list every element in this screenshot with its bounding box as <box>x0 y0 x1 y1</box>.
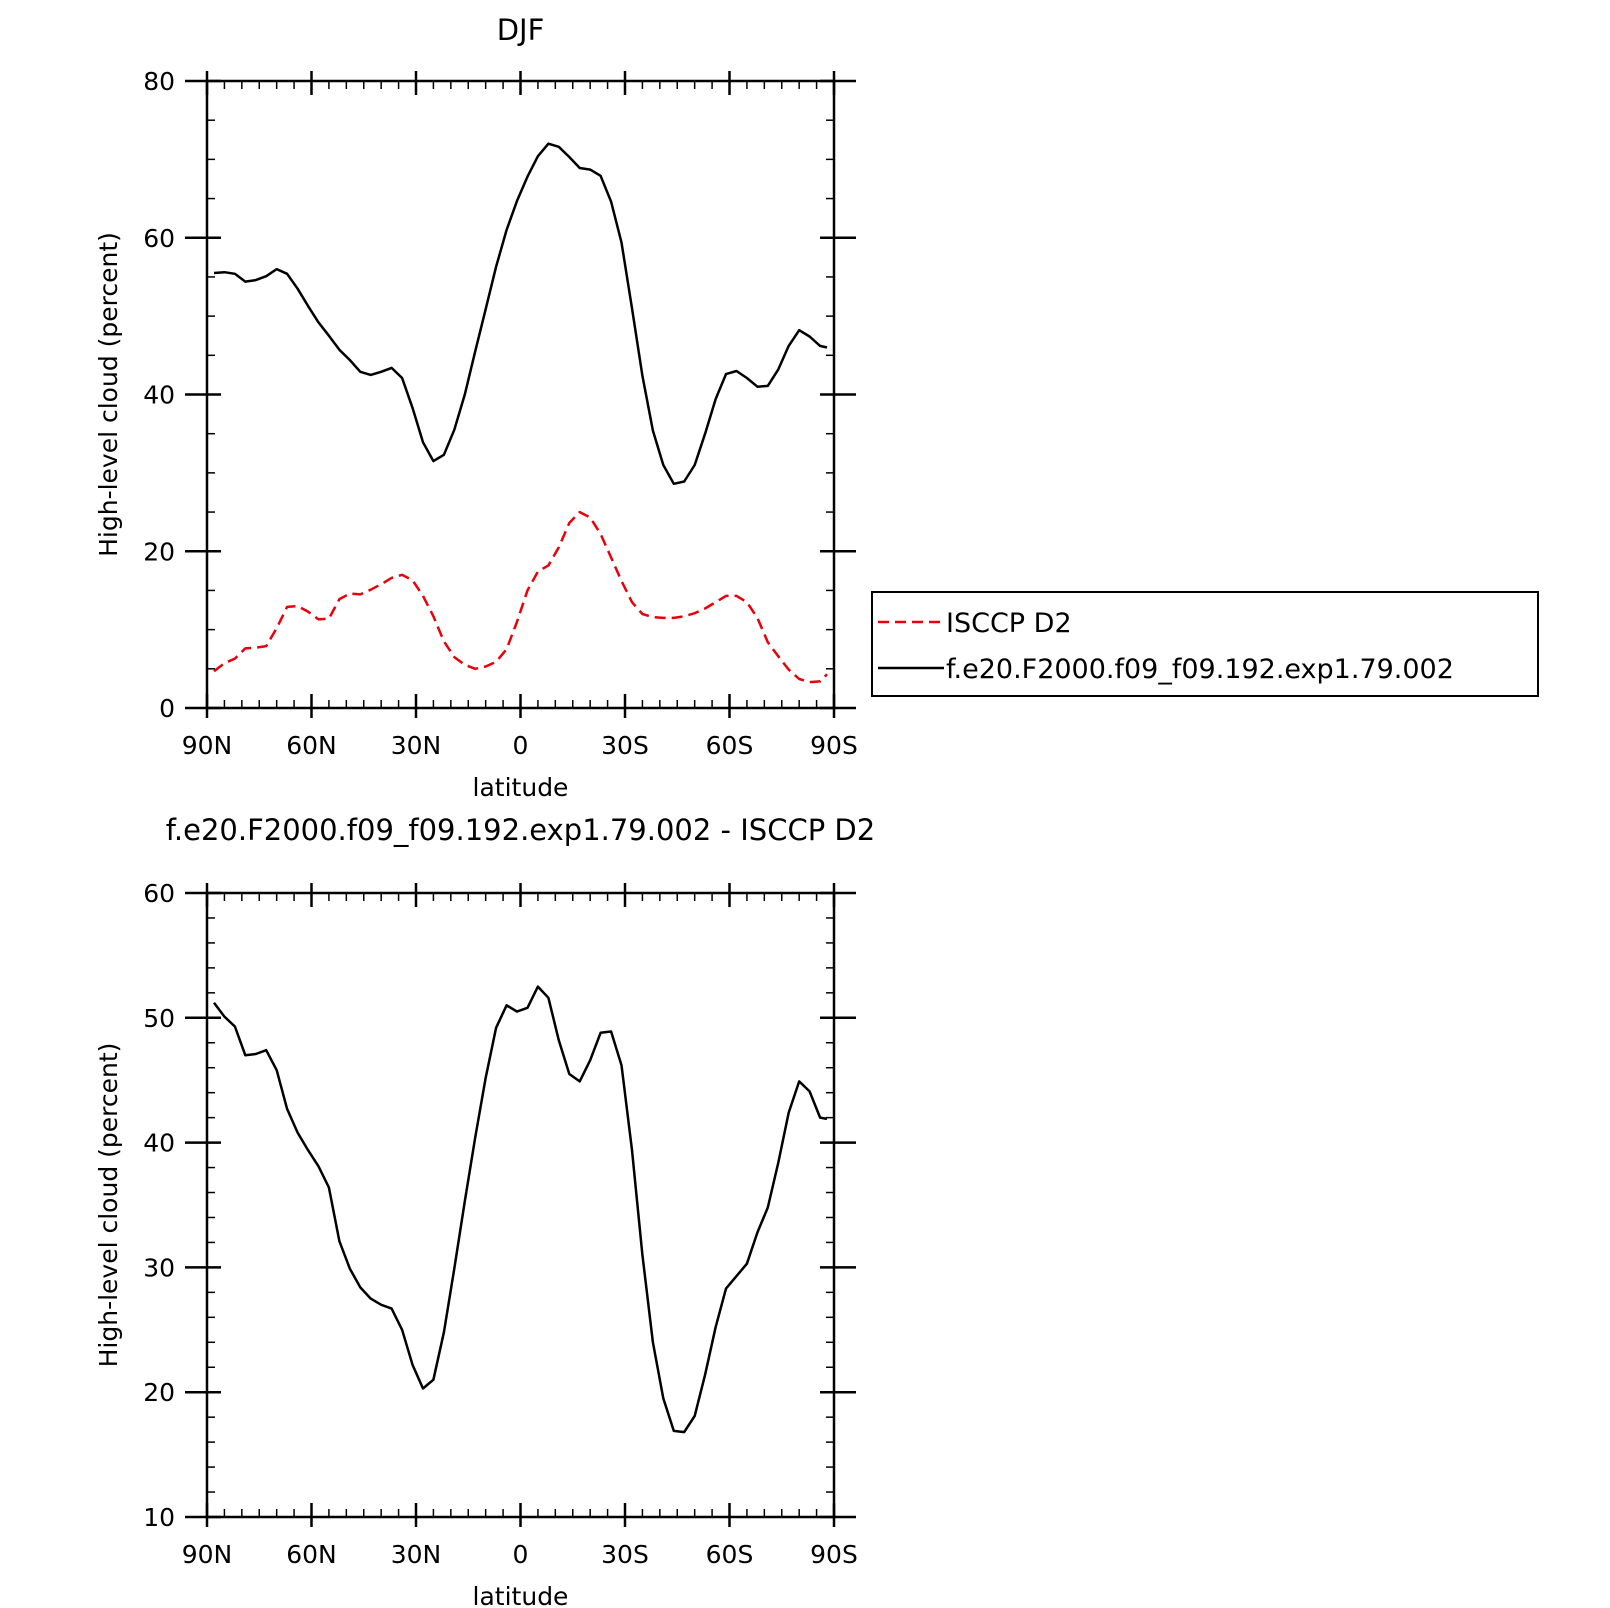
plot-frame <box>205 79 836 710</box>
x-tick-label: 30S <box>601 1540 649 1569</box>
y-axis-label: High-level cloud (percent) <box>94 1043 123 1368</box>
series-line-f-e20-f2000-f09-f09-192-exp1-79-002 <box>213 142 828 486</box>
x-axis-label: latitude <box>473 773 569 802</box>
y-tick-label: 10 <box>143 1503 175 1532</box>
plot-frame <box>205 891 836 1519</box>
x-tick-label: 30S <box>601 731 649 760</box>
series-line-difference <box>213 985 828 1434</box>
x-tick-label: 60S <box>706 731 754 760</box>
x-tick-label: 90N <box>182 1540 233 1569</box>
y-tick-label: 40 <box>143 1129 175 1158</box>
y-axis-label: High-level cloud (percent) <box>94 232 123 557</box>
y-tick-label: 40 <box>143 381 175 410</box>
y-tick-label: 0 <box>159 694 175 723</box>
x-tick-label: 60N <box>286 731 337 760</box>
x-tick-label: 0 <box>513 731 529 760</box>
x-tick-label: 90S <box>810 731 858 760</box>
y-tick-label: 20 <box>143 537 175 566</box>
chart-title: DJF <box>497 13 545 47</box>
x-axis-label: latitude <box>473 1582 569 1608</box>
y-tick-label: 20 <box>143 1378 175 1407</box>
x-tick-label: 30N <box>391 1540 442 1569</box>
series-line-isccp-d2 <box>213 510 828 684</box>
y-tick-label: 50 <box>143 1004 175 1033</box>
x-tick-label: 90S <box>810 1540 858 1569</box>
y-tick-label: 80 <box>143 67 175 96</box>
legend-entry: ISCCP D2 <box>946 608 1072 639</box>
top-plot-djf: DJF 90N 60N 30N 0 30S 60S 90S 0 20 40 60 80 latitude H… <box>94 13 1539 802</box>
legend-box <box>871 591 1539 697</box>
legend-entry: f.e20.F2000.f09_f09.192.exp1.79.002 <box>946 654 1454 685</box>
chart-title: f.e20.F2000.f09_f09.192.exp1.79.002 - IS… <box>166 813 875 847</box>
y-tick-label: 60 <box>143 879 175 908</box>
bottom-plot-difference: f.e20.F2000.f09_f09.192.exp1.79.002 - IS… <box>94 813 875 1608</box>
legend: ISCCP D2 f.e20.F2000.f09_f09.192.exp1.79.… <box>871 591 1539 697</box>
y-tick-label: 60 <box>143 224 175 253</box>
x-tick-label: 60N <box>286 1540 337 1569</box>
y-tick-label: 30 <box>143 1253 175 1282</box>
x-tick-label: 60S <box>706 1540 754 1569</box>
x-tick-label: 0 <box>513 1540 529 1569</box>
x-tick-label: 90N <box>182 731 233 760</box>
x-tick-label: 30N <box>391 731 442 760</box>
